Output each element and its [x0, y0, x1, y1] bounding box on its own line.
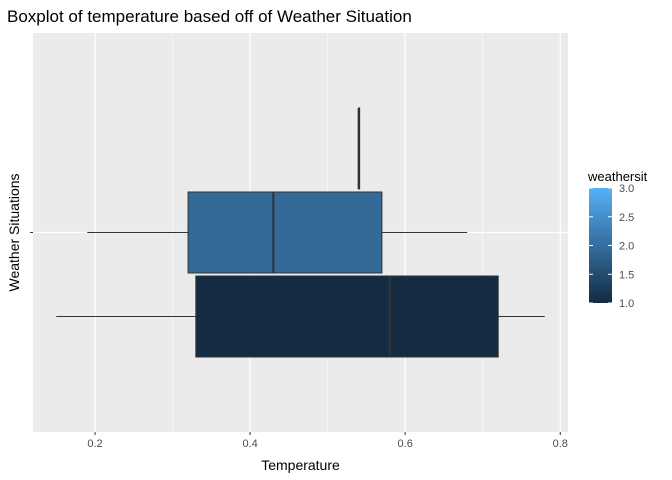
legend-tick-label: 3.0	[619, 183, 634, 195]
legend-tick-label: 2.0	[619, 241, 634, 253]
y-axis-title: Weather Situations	[6, 173, 22, 291]
legend: weathersit 1.0 1.5 2.0 2.5 3.0	[587, 169, 648, 310]
x-tick-label: 0.8	[553, 438, 568, 450]
x-axis-ticks: 0.2 0.4 0.6 0.8	[87, 432, 568, 450]
legend-colorbar	[589, 188, 612, 303]
legend-title: weathersit	[587, 169, 648, 184]
box-weathersit-1	[56, 275, 545, 358]
x-axis-title: Temperature	[261, 457, 340, 473]
x-tick-label: 0.4	[242, 438, 257, 450]
x-tick-label: 0.6	[398, 438, 413, 450]
legend-tick-label: 1.5	[619, 269, 634, 281]
box-iqr	[195, 275, 499, 358]
box-iqr	[187, 191, 383, 274]
boxes	[56, 107, 545, 358]
box-weathersit-3	[357, 107, 361, 190]
chart-title: Boxplot of temperature based off of Weat…	[7, 7, 412, 26]
legend-tick-label: 1.0	[619, 298, 634, 310]
legend-tick-label: 2.5	[619, 212, 634, 224]
legend-ticks: 1.0 1.5 2.0 2.5 3.0	[589, 183, 634, 310]
x-tick-label: 0.2	[87, 438, 102, 450]
box-weathersit-2	[87, 191, 468, 274]
